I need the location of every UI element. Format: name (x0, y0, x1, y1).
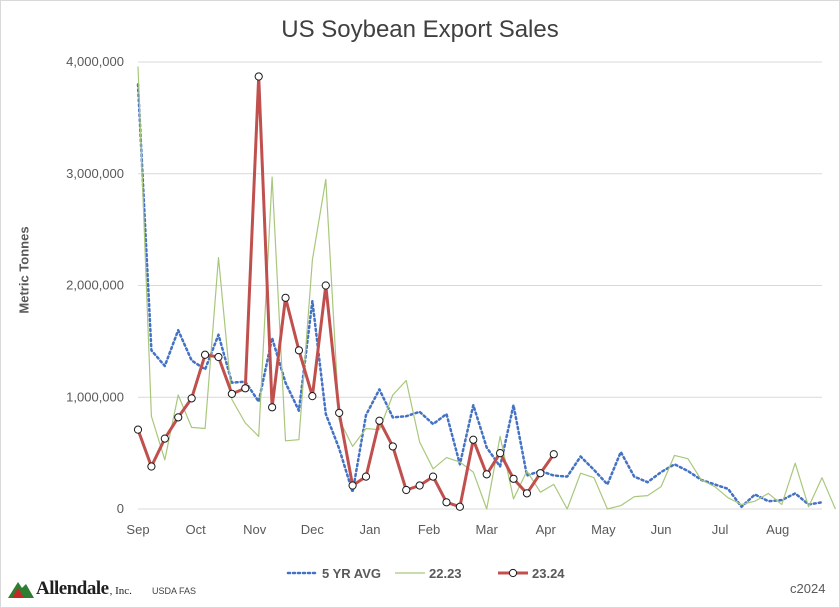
x-tick-label: Sep (126, 522, 149, 537)
data-point (254, 72, 263, 81)
legend-label: 5 YR AVG (322, 566, 381, 581)
data-point (509, 474, 518, 483)
x-tick-label: May (591, 522, 616, 537)
data-point (281, 293, 290, 302)
data-point (482, 470, 491, 479)
data-point (428, 472, 438, 481)
data-point (200, 350, 210, 359)
data-point (308, 392, 317, 401)
data-point (268, 403, 277, 412)
x-tick-label: Nov (243, 522, 267, 537)
data-point (335, 408, 344, 417)
data-point (375, 416, 384, 425)
data-point (402, 485, 411, 495)
y-tick-label: 4,000,000 (66, 54, 124, 69)
data-point (133, 425, 143, 434)
data-point (174, 413, 183, 422)
legend-label: 22.23 (429, 566, 462, 581)
data-point (442, 498, 451, 507)
data-point (549, 450, 558, 459)
x-tick-label: Feb (418, 522, 440, 537)
x-tick-label: Jan (360, 522, 381, 537)
data-point (214, 352, 223, 362)
data-point (536, 469, 545, 478)
y-tick-label: 3,000,000 (66, 166, 124, 181)
company-logo: Allendale, Inc. (6, 576, 132, 602)
legend-label: 23.24 (532, 566, 565, 581)
source-note: USDA FAS (152, 586, 197, 596)
y-tick-label: 2,000,000 (66, 278, 124, 293)
x-tick-label: Aug (766, 522, 789, 537)
logo-mark-icon (8, 582, 34, 598)
data-point (227, 389, 236, 398)
series-line (136, 83, 824, 509)
data-point (160, 434, 169, 443)
x-tick-label: Dec (301, 522, 325, 537)
data-point (469, 435, 478, 444)
x-tick-label: Apr (536, 522, 557, 537)
data-point (522, 489, 532, 498)
x-tick-label: Oct (186, 522, 207, 537)
data-point (321, 281, 330, 290)
series-line (136, 75, 556, 509)
data-point (348, 481, 357, 490)
data-point (455, 502, 464, 511)
data-point (294, 346, 304, 355)
x-tick-label: Jun (651, 522, 672, 537)
data-point (361, 472, 371, 481)
logo-suffix: , Inc. (109, 585, 132, 597)
x-tick-label: Jul (712, 522, 729, 537)
data-point (147, 462, 156, 471)
data-point (415, 481, 424, 490)
logo-text: Allendale (36, 578, 109, 599)
legend-marker (508, 568, 518, 578)
data-point (187, 394, 196, 403)
data-point (241, 384, 250, 393)
chart-title: US Soybean Export Sales (281, 16, 559, 43)
y-tick-label: 1,000,000 (66, 389, 124, 404)
x-tick-label: Mar (476, 522, 499, 537)
data-point (496, 449, 505, 458)
data-point (388, 442, 397, 451)
series-line (137, 66, 836, 510)
y-tick-label: 0 (117, 501, 124, 516)
copyright-note: c2024 (790, 581, 826, 596)
